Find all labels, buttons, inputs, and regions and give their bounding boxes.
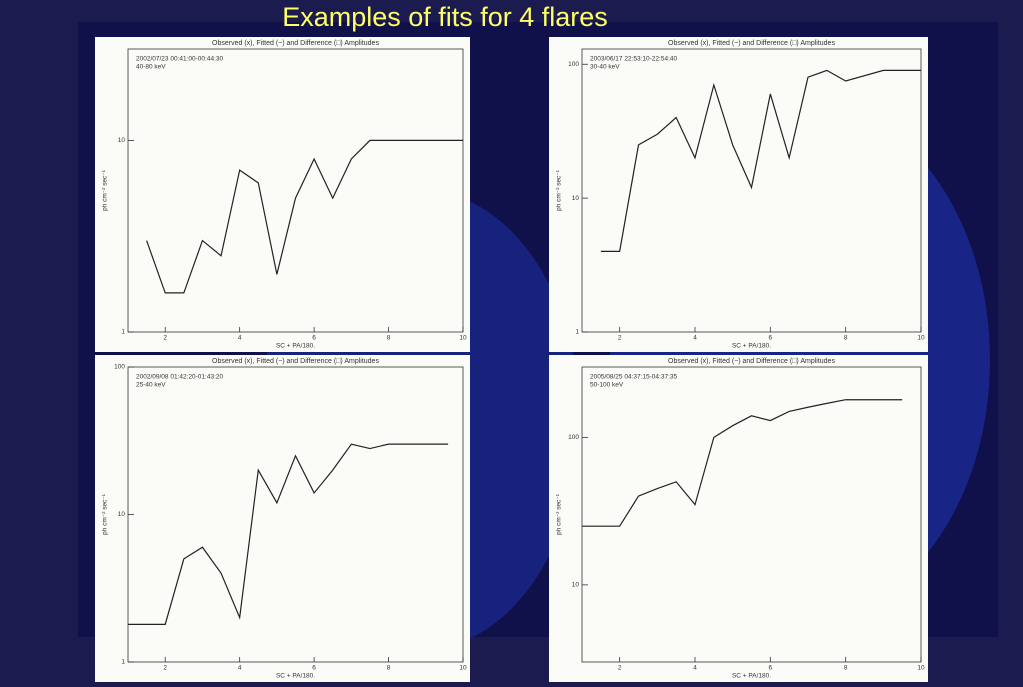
y-axis-label: ph cm⁻² sec⁻¹ bbox=[102, 169, 109, 211]
y-tick-label: 1 bbox=[121, 329, 125, 336]
y-tick-label: 100 bbox=[568, 61, 579, 68]
y-tick-label: 100 bbox=[568, 434, 579, 441]
plot-subtitle: 2002/07/23 00:41:00-00:44:30 bbox=[136, 56, 223, 63]
x-tick-label: 10 bbox=[917, 335, 925, 342]
y-tick-label: 10 bbox=[572, 582, 580, 589]
y-tick-label: 10 bbox=[118, 137, 126, 144]
plot-subtitle: 2005/08/25 04:37:15-04:37:35 bbox=[590, 374, 677, 381]
plot-title: Observed (x), Fitted (−) and Difference … bbox=[668, 358, 835, 365]
x-tick-label: 8 bbox=[844, 665, 848, 672]
x-tick-label: 2 bbox=[618, 665, 622, 672]
x-tick-label: 2 bbox=[618, 335, 622, 342]
x-tick-label: 2 bbox=[163, 335, 167, 342]
x-tick-label: 4 bbox=[693, 665, 697, 672]
panel bbox=[549, 355, 928, 682]
panel bbox=[549, 37, 928, 352]
plot-subtitle: 50-100 keV bbox=[590, 382, 624, 389]
y-axis-label: ph cm⁻² sec⁻¹ bbox=[556, 169, 563, 211]
fit-line bbox=[582, 399, 903, 527]
x-tick-label: 4 bbox=[238, 335, 242, 342]
x-tick-label: 10 bbox=[459, 335, 467, 342]
y-tick-label: 10 bbox=[118, 511, 126, 518]
y-tick-label: 1 bbox=[575, 329, 579, 336]
x-axis-label: SC + PA/180. bbox=[276, 673, 315, 680]
x-axis-label: SC + PA/180. bbox=[732, 673, 771, 680]
plot-subtitle: 30-40 keV bbox=[590, 64, 620, 71]
x-tick-label: 6 bbox=[312, 665, 316, 672]
x-tick-label: 6 bbox=[769, 335, 773, 342]
x-tick-label: 10 bbox=[917, 665, 925, 672]
y-axis-label: ph cm⁻² sec⁻¹ bbox=[556, 493, 563, 535]
x-tick-label: 6 bbox=[312, 335, 316, 342]
plot-frame bbox=[581, 366, 922, 663]
x-tick-label: 2 bbox=[163, 665, 167, 672]
plot-subtitle: 40-80 keV bbox=[136, 64, 166, 71]
x-tick-label: 10 bbox=[459, 665, 467, 672]
plot-subtitle: 2002/09/08 01:42:20-01:43:20 bbox=[136, 374, 223, 381]
x-tick-label: 8 bbox=[387, 665, 391, 672]
x-axis-label: SC + PA/180. bbox=[276, 343, 315, 350]
x-tick-label: 4 bbox=[238, 665, 242, 672]
plot-frame bbox=[127, 48, 464, 333]
plot-title: Observed (x), Fitted (−) and Difference … bbox=[212, 358, 379, 365]
y-tick-label: 10 bbox=[572, 195, 580, 202]
x-tick-label: 6 bbox=[769, 665, 773, 672]
fit-line bbox=[128, 443, 449, 625]
plot-subtitle: 25-40 keV bbox=[136, 382, 166, 389]
y-axis-label: ph cm⁻² sec⁻¹ bbox=[102, 493, 109, 535]
plot-title: Observed (x), Fitted (−) and Difference … bbox=[212, 40, 379, 47]
plots: Observed (x), Fitted (−) and Difference … bbox=[95, 37, 928, 682]
x-axis-label: SC + PA/180. bbox=[732, 343, 771, 350]
plot-subtitle: 2003/06/17 22:53:10-22:54:40 bbox=[590, 56, 677, 63]
slide-title: Examples of fits for 4 flares bbox=[282, 2, 608, 32]
panel bbox=[95, 355, 470, 682]
y-tick-label: 1 bbox=[121, 659, 125, 666]
x-tick-label: 8 bbox=[844, 335, 848, 342]
x-tick-label: 8 bbox=[387, 335, 391, 342]
panel bbox=[95, 37, 470, 352]
plot-title: Observed (x), Fitted (−) and Difference … bbox=[668, 40, 835, 47]
y-tick-label: 100 bbox=[114, 364, 125, 371]
plot-frame bbox=[581, 48, 922, 333]
fit-line bbox=[146, 139, 463, 294]
x-tick-label: 4 bbox=[693, 335, 697, 342]
fit-line bbox=[600, 69, 921, 252]
